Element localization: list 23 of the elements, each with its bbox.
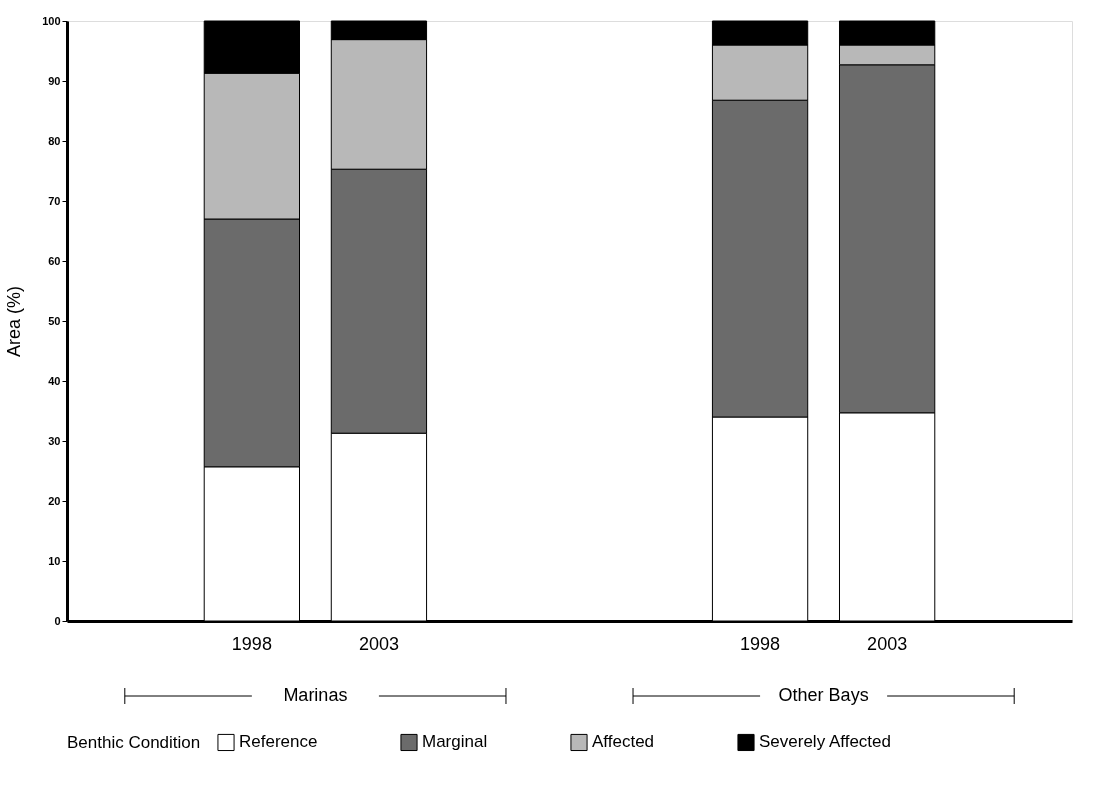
- y-tick-label: 70: [48, 194, 61, 207]
- y-tick-label: 50: [48, 314, 61, 327]
- legend-label: Marginal: [422, 732, 488, 752]
- y-tick-label: 40: [48, 374, 61, 387]
- legend-label: Reference: [239, 732, 318, 752]
- legend-title: Benthic Condition: [67, 733, 201, 752]
- y-tick-label: 80: [48, 134, 61, 147]
- y-tick-label: 60: [48, 254, 61, 267]
- x-tick-label: 1998: [231, 633, 272, 654]
- y-tick-label: 10: [48, 554, 61, 567]
- x-tick-label: 1998: [740, 633, 781, 654]
- y-tick-label: 100: [42, 14, 61, 27]
- y-tick-label: 20: [48, 494, 61, 507]
- y-tick-label: 90: [48, 74, 61, 87]
- y-tick-label: 30: [48, 434, 61, 447]
- text: Other Bays: [778, 685, 869, 705]
- x-tick-label: 2003: [867, 633, 908, 654]
- x-tick-label: 2003: [358, 633, 399, 654]
- text: Marinas: [283, 685, 348, 705]
- y-axis-title: Area (%): [4, 285, 25, 358]
- legend-label: Affected: [592, 732, 655, 752]
- y-tick-label: 0: [54, 614, 61, 627]
- legend-label: Severely Affected: [759, 732, 891, 752]
